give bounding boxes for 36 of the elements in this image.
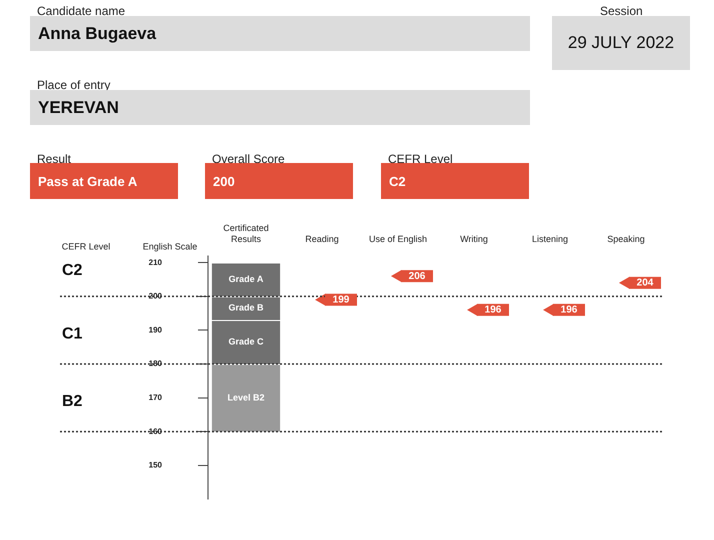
series-label: Grade B bbox=[228, 302, 264, 313]
text: YEREVAN bbox=[38, 98, 119, 116]
text: 29 JULY 2022 bbox=[568, 33, 674, 52]
data-label: 196 bbox=[560, 304, 578, 316]
series-label: Grade A bbox=[228, 274, 264, 284]
text: B2 bbox=[62, 393, 83, 410]
text: Pass at Grade A bbox=[38, 174, 138, 188]
text: CEFR Level bbox=[388, 152, 453, 166]
text: Session bbox=[600, 4, 643, 18]
x-tick-label: Reading bbox=[305, 234, 339, 244]
data-label: 204 bbox=[636, 278, 654, 289]
y-tick-label: 150 bbox=[148, 460, 163, 470]
text: 200 bbox=[213, 174, 235, 188]
x-tick-label: Use of English bbox=[368, 234, 428, 244]
text: Place of entry bbox=[37, 78, 110, 92]
x-tick-label: Speaking bbox=[607, 234, 645, 244]
y-axis-title: English Scale bbox=[142, 241, 198, 252]
data-label: 206 bbox=[408, 270, 426, 282]
x-tick-label: Listening bbox=[532, 234, 568, 244]
data-label: 196 bbox=[484, 304, 502, 316]
text: Anna Bugaeva bbox=[38, 24, 156, 42]
text: C2 bbox=[389, 174, 406, 188]
x-tick-label: Writing bbox=[460, 234, 488, 244]
text: Result bbox=[37, 152, 72, 166]
y-tick-label: 170 bbox=[148, 392, 163, 402]
y-tick-label: 210 bbox=[148, 258, 163, 267]
text: CEFR Level bbox=[62, 241, 110, 252]
text: Overall Score bbox=[212, 152, 285, 166]
data-label: 199 bbox=[332, 294, 350, 306]
series-label: Level B2 bbox=[227, 392, 265, 402]
text: Candidate name bbox=[37, 4, 126, 18]
text: C2 bbox=[62, 262, 83, 279]
x-tick-label: Certificated Results bbox=[223, 223, 269, 244]
y-tick-label: 190 bbox=[148, 325, 163, 334]
text: C1 bbox=[62, 326, 83, 343]
series-label: Grade C bbox=[228, 336, 264, 346]
